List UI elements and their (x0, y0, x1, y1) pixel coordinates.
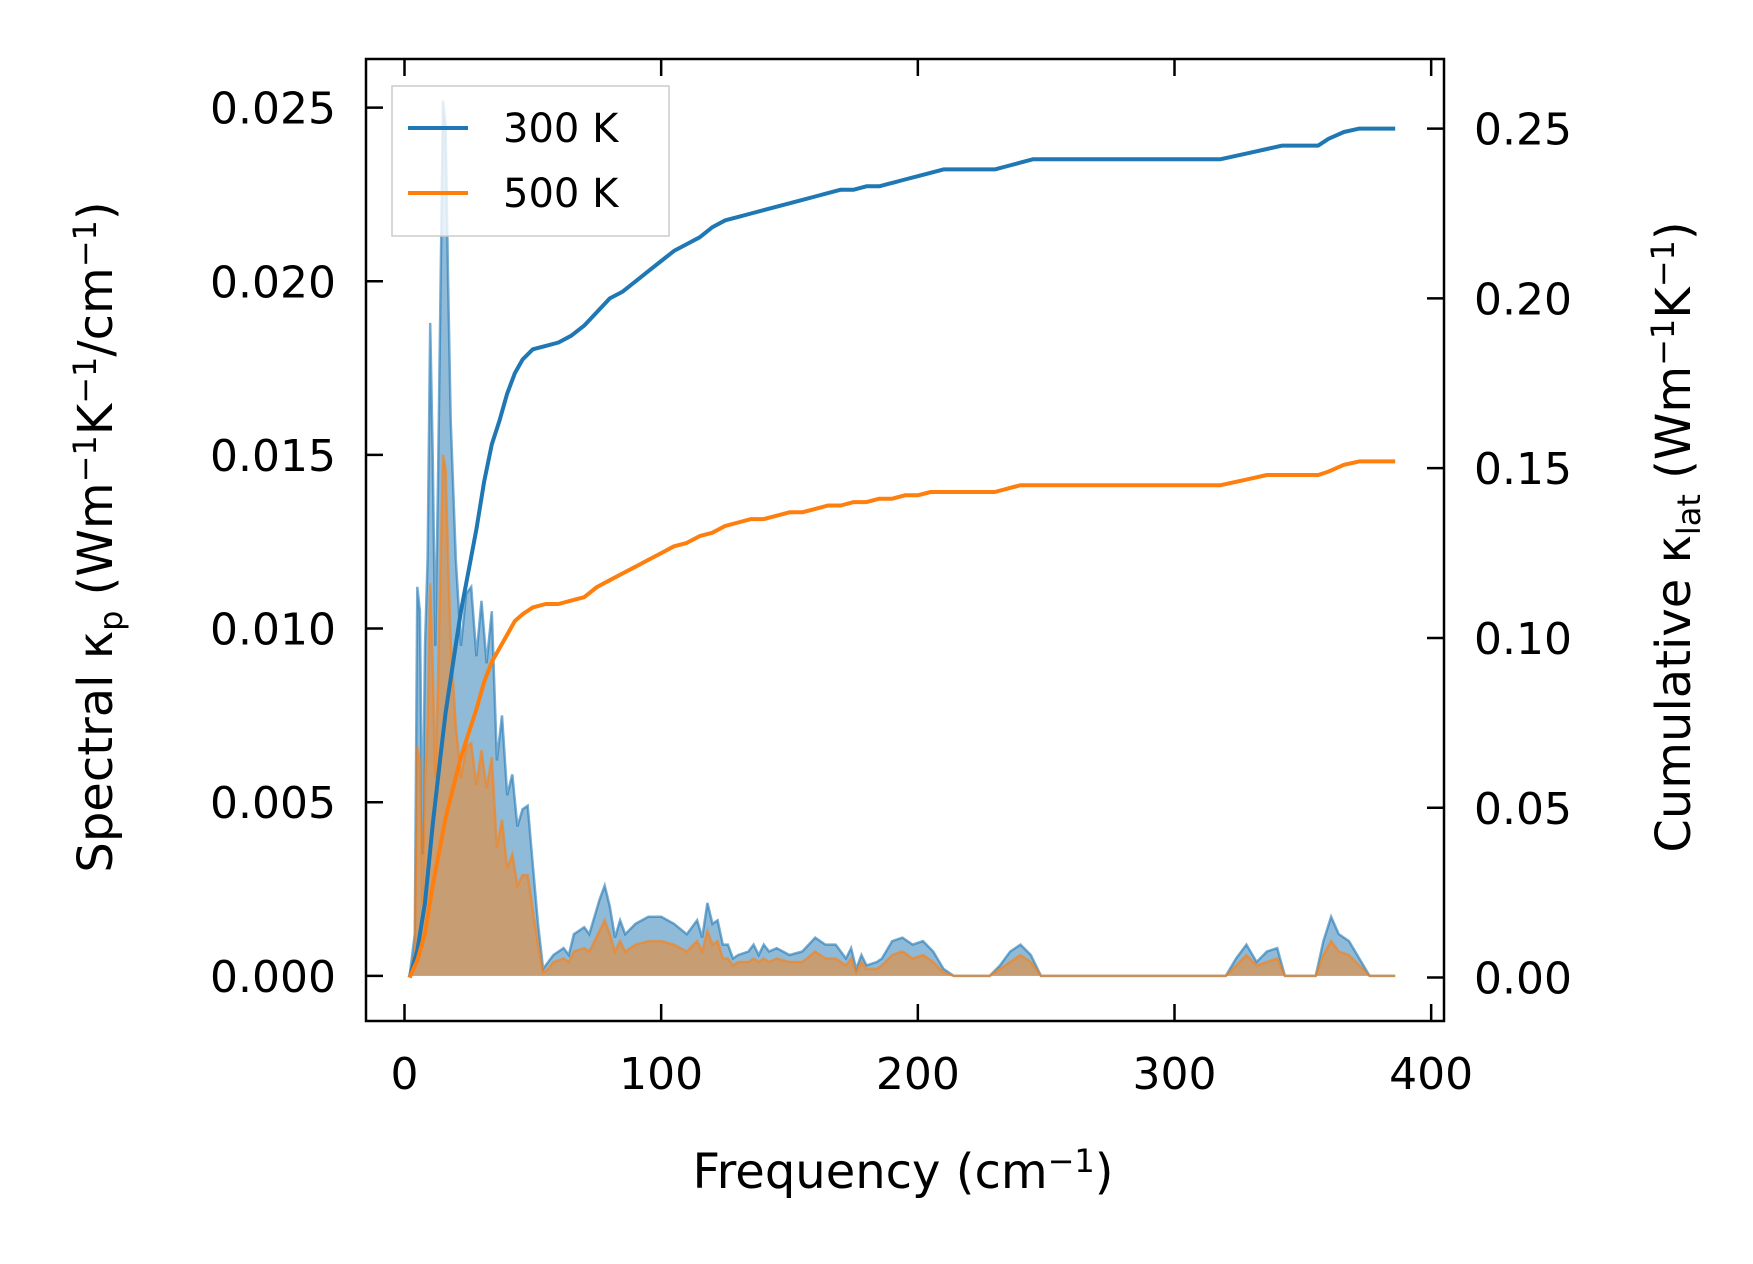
x-tick-label: 0 (391, 1049, 419, 1100)
x-tick-label: 400 (1389, 1049, 1473, 1100)
y-left-tick-label: 0.000 (210, 952, 336, 1003)
legend-box (391, 85, 670, 237)
x-tick-label: 100 (619, 1049, 703, 1100)
cumulative-line-300k (407, 126, 1396, 979)
series-layer (407, 100, 1396, 979)
cumulative-line-500k (407, 459, 1396, 979)
ticks-layer: 0 100 200 300 400 0.000 0.005 0.010 0.015 0.020 0.… (210, 59, 1572, 1100)
x-tick-label: 200 (876, 1049, 960, 1100)
y-axis-right-label: Cumulative κlat (Wm−1K−1) (1644, 221, 1708, 852)
legend: 300 K 500 K (391, 85, 670, 237)
y-left-tick-label: 0.025 (210, 84, 336, 135)
spectral-line-500k (408, 454, 1396, 978)
y-right-tick-label: 0.15 (1474, 444, 1572, 495)
y-left-tick-label: 0.020 (210, 257, 336, 308)
y-axis-left-label: Spectral κp (Wm−1K−1/cm−1) (66, 201, 130, 872)
legend-label-300k: 300 K (503, 106, 620, 152)
y-left-tick-label: 0.005 (210, 778, 336, 829)
y-right-tick-label: 0.10 (1474, 614, 1572, 665)
y-right-tick-label: 0.25 (1474, 105, 1572, 156)
y-left-tick-label: 0.015 (210, 431, 336, 482)
spectral-line-300k (408, 100, 1396, 978)
y-left-tick-label: 0.010 (210, 605, 336, 656)
x-axis-label: Frequency (cm−1) (692, 1142, 1113, 1200)
y-right-tick-label: 0.00 (1474, 954, 1572, 1005)
y-right-tick-label: 0.20 (1474, 274, 1572, 325)
y-right-tick-label: 0.05 (1474, 784, 1572, 835)
x-tick-label: 300 (1133, 1049, 1217, 1100)
legend-label-500k: 500 K (503, 171, 620, 217)
plot-frame (364, 57, 1446, 1023)
spectral-area-500k (409, 454, 1396, 976)
